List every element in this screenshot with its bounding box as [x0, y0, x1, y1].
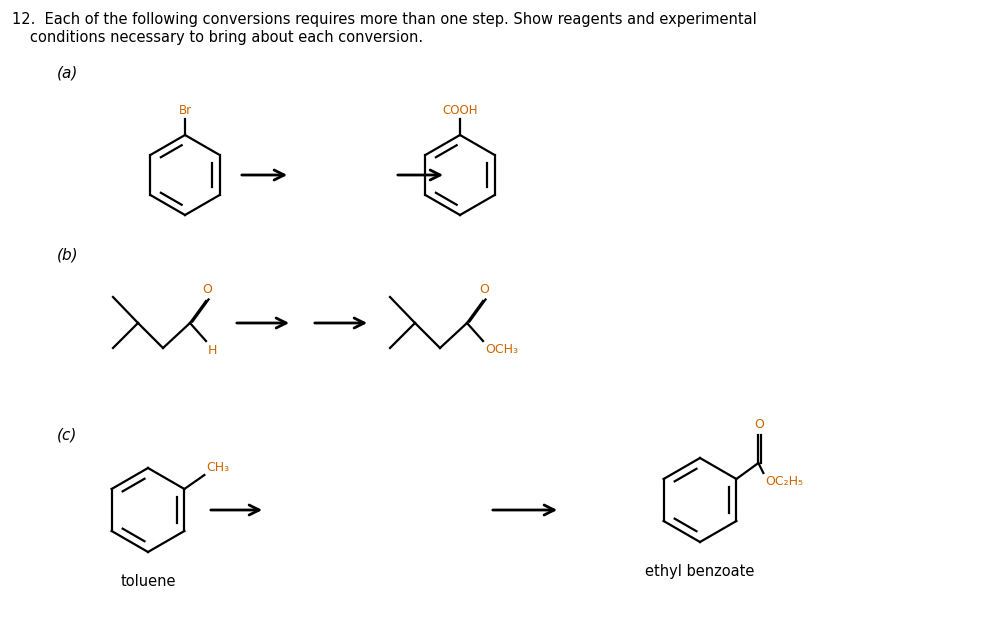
Text: (b): (b): [57, 248, 78, 263]
Text: Br: Br: [178, 104, 191, 117]
Text: toluene: toluene: [121, 574, 176, 589]
Text: 12.  Each of the following conversions requires more than one step. Show reagent: 12. Each of the following conversions re…: [12, 12, 757, 27]
Text: O: O: [754, 418, 765, 431]
Text: (a): (a): [57, 65, 78, 80]
Text: H: H: [208, 344, 217, 357]
Text: ethyl benzoate: ethyl benzoate: [645, 564, 754, 579]
Text: COOH: COOH: [443, 104, 478, 117]
Text: O: O: [479, 283, 489, 296]
Text: OC₂H₅: OC₂H₅: [766, 475, 804, 488]
Text: O: O: [202, 283, 212, 296]
Text: conditions necessary to bring about each conversion.: conditions necessary to bring about each…: [30, 30, 424, 45]
Text: OCH₃: OCH₃: [485, 343, 518, 356]
Text: (c): (c): [57, 428, 77, 443]
Text: CH₃: CH₃: [206, 461, 229, 474]
